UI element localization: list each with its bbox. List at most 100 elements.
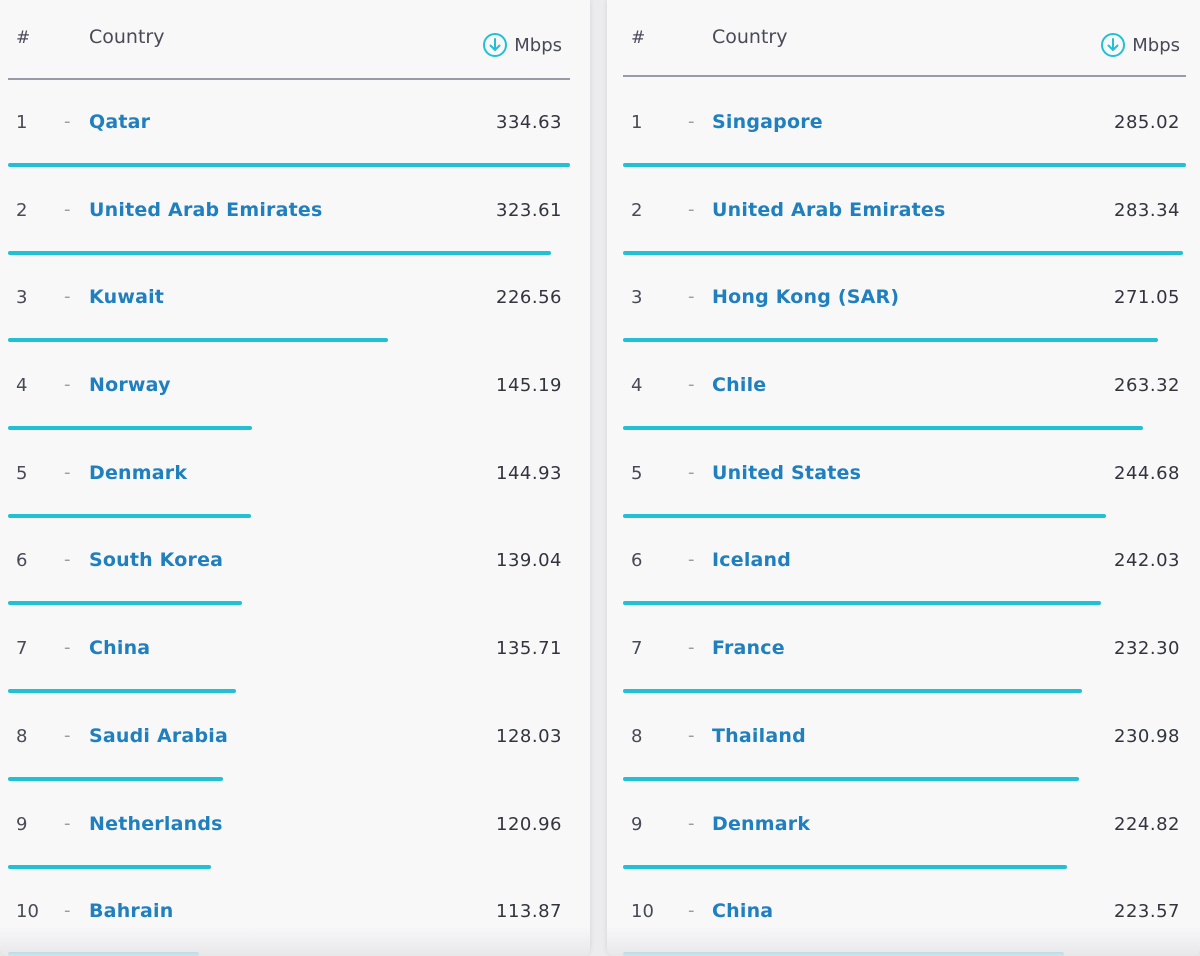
right-ranking-panel: # Country Mbps 1- Singapore 285.02 2- United… [607,0,1200,956]
country-link[interactable]: France [712,637,785,660]
speed-value: 271.05 [1114,287,1180,309]
country-link[interactable]: Kuwait [89,286,165,309]
country-link[interactable]: Iceland [712,549,792,572]
speed-value: 242.03 [1114,550,1180,572]
ranking-list: 1- Singapore 285.02 2- United Arab Emirates 2… [607,80,1200,956]
rank-number: 4 [16,375,28,397]
country-link[interactable]: China [712,900,774,923]
rank-number: 7 [631,638,643,660]
table-row: 4 - Norway 145.19 [0,343,590,431]
table-row: 6 - Iceland 242.03 [607,518,1200,606]
header-divider [8,78,570,80]
speed-bar [8,689,237,694]
rank-number: 2 [631,199,643,221]
speed-value: 283.34 [1114,199,1180,221]
separator-dash: - [64,724,71,746]
country-link[interactable]: Singapore [712,111,823,133]
rank-column-header: # [631,28,646,48]
speed-value: 323.61 [496,199,562,221]
left-ranking-panel: # Country Mbps 1- Qatar 334.63 2- United Ara… [0,0,590,956]
speed-value: 226.56 [496,287,562,309]
separator-dash: - [64,198,71,220]
speed-bar [623,864,1068,869]
speed-bar [623,250,1183,255]
rank-number: 2 [16,199,28,221]
speed-value: 139.04 [496,550,562,572]
country-link[interactable]: Netherlands [89,812,223,835]
separator-dash: - [64,286,71,308]
table-row: 8 - Saudi Arabia 128.03 [0,694,590,782]
speed-value: 244.68 [1114,462,1180,484]
separator-dash: - [688,900,695,922]
country-link[interactable]: United Arab Emirates [712,198,946,221]
table-row: 1 - Qatar 334.63 [0,80,590,168]
country-link[interactable]: United States [712,461,862,484]
country-link[interactable]: Saudi Arabia [89,724,228,747]
table-header: # Country Mbps [0,0,590,80]
table-row: 5 - Denmark 144.93 [0,431,590,519]
separator-dash: - [688,198,695,220]
speed-bar [8,601,242,606]
country-link[interactable]: Qatar [89,111,151,133]
speed-bar [8,426,252,431]
speed-bar [8,952,200,956]
speed-value: 113.87 [496,901,562,923]
table-row: 5 - United States 244.68 [607,431,1200,519]
separator-dash: - [64,374,71,396]
speed-value: 144.93 [496,462,562,484]
table-row: 7 - France 232.30 [607,606,1200,694]
speed-bar [623,163,1186,167]
unit-label: Mbps [514,34,562,56]
table-row: 3 - Hong Kong (SAR) 271.05 [607,255,1200,343]
rank-column-header: # [16,28,31,48]
speed-value: 285.02 [1114,112,1180,133]
table-row: 9 - Netherlands 120.96 [0,782,590,870]
rank-number: 1 [631,112,643,133]
country-link[interactable]: Denmark [712,812,811,835]
table-row: 8 - Thailand 230.98 [607,694,1200,782]
speed-bar [8,250,552,255]
country-link[interactable]: Hong Kong (SAR) [712,286,900,309]
header-divider [623,75,1186,77]
table-row: 9 - Denmark 224.82 [607,782,1200,870]
speed-bar [623,776,1080,781]
table-row: 2 - United Arab Emirates 283.34 [607,168,1200,256]
country-link[interactable]: China [89,637,151,660]
rank-number: 9 [631,813,643,835]
separator-dash: - [64,461,71,483]
arrow-down-circle-icon [483,33,508,57]
rank-number: 6 [631,550,643,572]
country-link[interactable]: Norway [89,374,171,397]
rank-number: 5 [631,462,643,484]
rank-number: 10 [16,901,39,923]
unit-column-header[interactable]: Mbps [1100,32,1180,58]
speed-bar [623,426,1144,431]
table-row: 1 - Singapore 285.02 [607,80,1200,168]
separator-dash: - [64,900,71,922]
country-link[interactable]: Thailand [712,724,806,747]
table-row: 6 - South Korea 139.04 [0,518,590,606]
speed-value: 223.57 [1114,901,1180,923]
rank-number: 3 [631,287,643,309]
speed-bar [623,601,1101,606]
rank-number: 9 [16,813,28,835]
speed-bar [623,952,1065,956]
country-link[interactable]: Bahrain [89,900,174,923]
country-link[interactable]: Denmark [89,461,188,484]
speed-bar [623,338,1159,343]
speed-bar [8,338,389,343]
rank-number: 6 [16,550,28,572]
speed-bar [8,864,211,869]
speed-value: 232.30 [1114,638,1180,660]
speed-bar [8,513,252,518]
country-link[interactable]: United Arab Emirates [89,198,323,221]
speed-bar [623,513,1107,518]
table-row: 3 - Kuwait 226.56 [0,255,590,343]
separator-dash: - [688,374,695,396]
unit-column-header[interactable]: Mbps [482,32,562,58]
country-link[interactable]: Chile [712,374,767,397]
country-link[interactable]: South Korea [89,549,224,572]
separator-dash: - [688,637,695,659]
country-column-header: Country [712,26,788,48]
